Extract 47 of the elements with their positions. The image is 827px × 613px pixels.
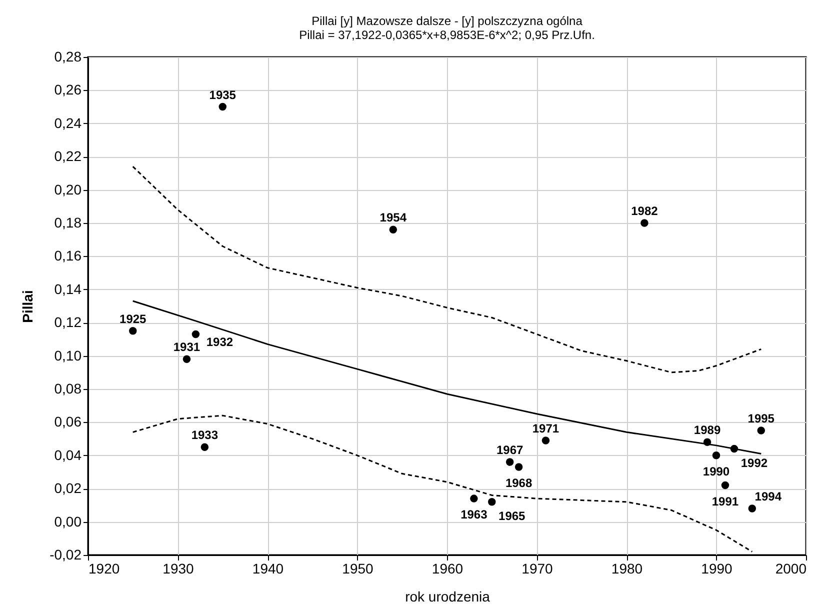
y-tick-label: 0,18 <box>54 214 82 230</box>
annotation: 1968 <box>505 476 532 490</box>
y-tick-label: -0,02 <box>50 546 82 562</box>
y-tick-label: 0,12 <box>54 314 82 330</box>
y-tick-label: 0,14 <box>54 280 82 297</box>
y-tick-label: 0,24 <box>54 114 82 131</box>
annotation: 1994 <box>754 490 782 504</box>
annotation: 1971 <box>532 421 560 436</box>
annotation: 1931 <box>173 340 200 354</box>
x-tick-label: 1920 <box>88 560 120 576</box>
y-tick-label: 0,02 <box>54 480 82 496</box>
x-tick-label: 1980 <box>611 560 643 576</box>
annotation: 1989 <box>694 423 721 438</box>
annotation: 1995 <box>748 412 775 426</box>
y-tick-label: 0,08 <box>54 380 82 396</box>
y-tick-label: 0,26 <box>54 82 82 98</box>
x-tick-label: 2000 <box>775 560 807 576</box>
x-tick-label: 1940 <box>252 560 284 576</box>
annotation: 1965 <box>498 508 526 523</box>
y-tick-label: 0,20 <box>54 181 82 198</box>
y-tick-label: 0,00 <box>54 513 82 530</box>
y-tick-label: 0,06 <box>54 414 82 430</box>
y-tick-label: 0,10 <box>54 347 82 364</box>
x-tick-label: 1990 <box>701 560 733 576</box>
x-tick-label: 1960 <box>432 560 464 576</box>
x-tick-label: 1950 <box>342 560 374 576</box>
y-axis-title: Pillai <box>20 290 36 323</box>
annotation: 1925 <box>120 312 147 326</box>
y-tick-label: 0,28 <box>54 48 82 64</box>
annotation: 1935 <box>209 88 236 102</box>
annotation: 1933 <box>191 428 218 442</box>
annotation: 1990 <box>702 464 730 478</box>
chart-subtitle: Pillai = 37,1922-0,0365*x+8,9853E-6*x^2; 0,95 Prz.Ufn. <box>299 28 595 42</box>
y-tick-label: 0,16 <box>54 248 82 264</box>
y-tick-label: 0,22 <box>54 148 82 164</box>
annotation: 1967 <box>496 443 524 458</box>
x-tick-label: 1970 <box>522 560 554 576</box>
x-axis-title: rok urodzenia <box>405 588 490 604</box>
annotation: 1982 <box>631 204 658 218</box>
annotation: 1932 <box>206 335 234 350</box>
x-tick-label: 1930 <box>162 560 194 576</box>
y-tick-label: 0,04 <box>54 446 82 463</box>
annotation: 1963 <box>460 508 488 522</box>
annotation: 1992 <box>740 456 768 470</box>
chart-title: Pillai [y] Mazowsze dalsze - [y] polszczyzna ogólna <box>312 14 583 28</box>
annotation: 1991 <box>712 494 739 508</box>
annotation: 1954 <box>380 210 407 225</box>
